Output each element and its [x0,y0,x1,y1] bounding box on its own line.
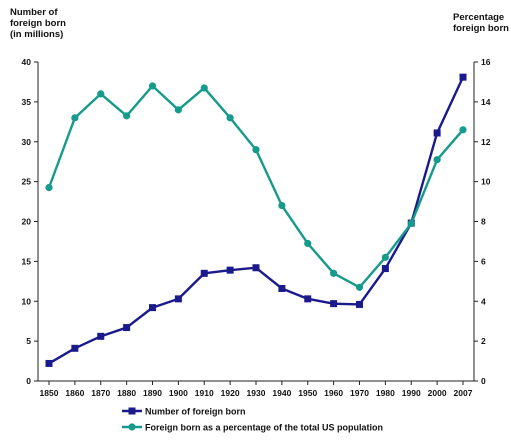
right-tick-label: 4 [481,296,486,306]
legend-marker [128,407,136,415]
series-1 [45,73,467,367]
right-tick-label: 0 [481,376,486,386]
data-point [45,184,53,192]
legend-label: Number of foreign born [145,407,246,417]
data-point [330,300,338,308]
x-tick-label: 1890 [143,388,162,398]
right-axis-title-line: foreign born [453,23,509,34]
x-tick-label: 1940 [272,388,291,398]
data-point [45,359,53,367]
legend-label: Foreign born as a percentage of the tota… [145,423,383,433]
data-point [278,201,286,210]
data-point [459,73,467,81]
right-axis-ticks: 0 2 4 6 8 10 12 14 16 [474,57,491,386]
x-tick-label: 1950 [298,388,317,398]
x-tick-label: 1970 [350,388,369,398]
data-point [226,266,234,274]
data-point [330,269,338,277]
left-axis-title-line: Number of [10,7,58,18]
right-tick-label: 12 [481,137,491,147]
data-point [200,84,208,92]
data-point [174,106,182,114]
data-point [200,269,208,277]
x-tick-label: 1900 [169,388,188,398]
left-tick-label: 25 [22,177,32,187]
left-tick-label: 30 [22,137,32,147]
left-axis-title-line: foreign born [10,18,66,29]
x-tick-label: 1990 [402,388,421,398]
left-tick-label: 10 [22,296,32,306]
data-point [278,284,286,292]
data-point [149,304,156,312]
data-point [71,114,79,122]
data-point [381,253,389,261]
right-axis-title-line: Percentage [453,12,504,23]
right-tick-label: 6 [481,256,486,266]
data-point [433,156,441,164]
data-point [304,239,312,248]
left-tick-label: 0 [26,376,31,386]
data-point [356,300,363,308]
data-point [97,332,105,340]
data-point [407,219,415,228]
left-tick-label: 35 [22,97,32,107]
data-point [226,114,234,122]
right-tick-label: 10 [481,177,491,187]
x-tick-label: 1920 [221,388,240,398]
series-2 [45,82,467,291]
right-tick-label: 2 [481,336,486,346]
x-tick-label: 2007 [454,388,473,398]
data-point [174,295,182,303]
data-point [148,82,157,90]
data-point [355,283,364,291]
data-point [381,265,389,273]
left-axis-title-line: (in millions) [10,29,63,40]
left-tick-label: 20 [22,217,32,227]
data-point [433,129,441,137]
x-tick-label: 2000 [428,388,447,398]
data-point [71,344,79,352]
series-line [48,76,465,365]
data-point [252,146,260,154]
series-line [47,84,464,289]
legend-marker [128,423,136,431]
x-axis-ticks: 1850 1860 1870 1880 1890 1900 1910 1920 1930 1940… [40,381,473,398]
data-point [459,126,467,134]
left-tick-label: 15 [22,256,32,266]
x-tick-label: 1980 [376,388,395,398]
right-tick-label: 8 [481,217,486,227]
right-tick-label: 14 [481,97,491,107]
x-tick-label: 1870 [91,388,110,398]
data-point [123,324,131,332]
x-tick-label: 1960 [324,388,343,398]
left-axis-ticks: 0 5 10 15 20 25 30 35 40 [22,57,38,386]
right-tick-label: 16 [481,57,491,67]
legend: Number of foreign born Foreign born as a … [122,407,383,433]
data-point [304,295,312,303]
left-tick-label: 40 [22,57,32,67]
x-tick-label: 1930 [247,388,266,398]
data-point [123,112,131,120]
x-tick-label: 1910 [195,388,214,398]
series-layer [45,73,467,367]
left-tick-label: 5 [26,336,31,346]
data-point [252,264,260,272]
data-point [97,90,105,98]
legend-item: Number of foreign born [122,407,246,417]
x-tick-label: 1880 [117,388,136,398]
x-tick-label: 1860 [65,388,84,398]
x-tick-label: 1850 [40,388,59,398]
legend-item: Foreign born as a percentage of the tota… [122,423,383,433]
